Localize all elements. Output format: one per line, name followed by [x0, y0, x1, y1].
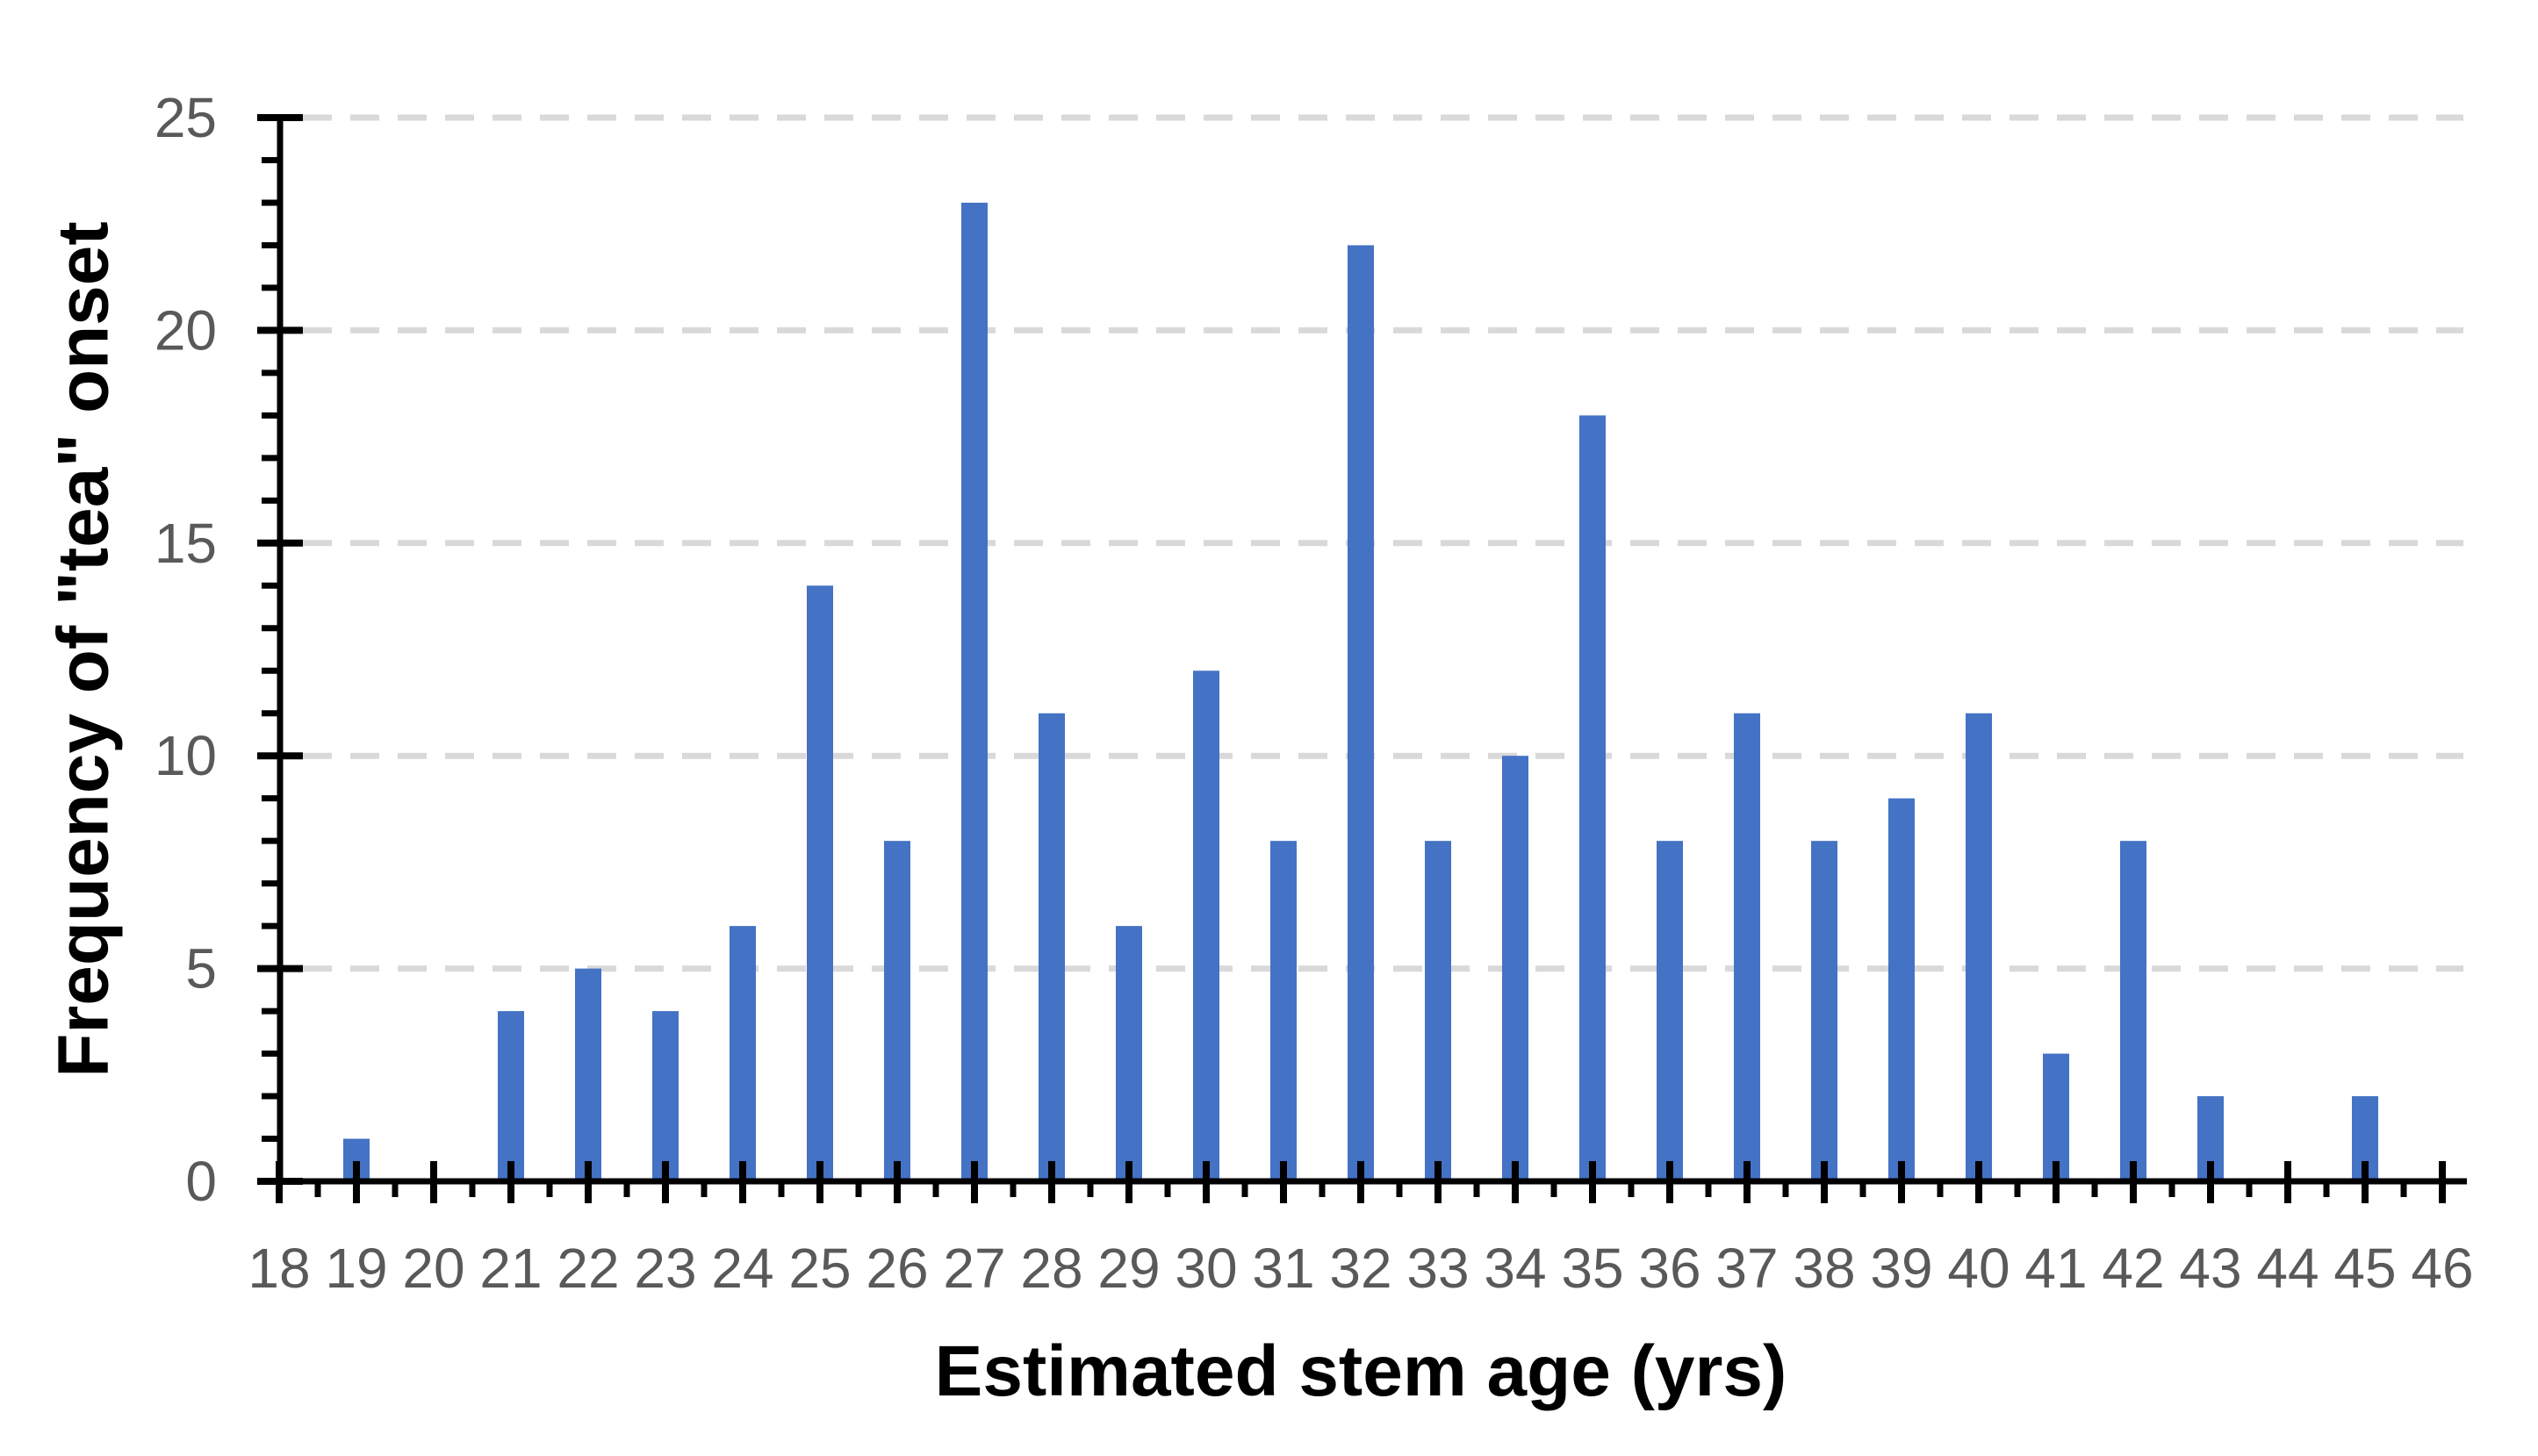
- x-tick-label-32: 32: [1329, 1237, 1391, 1300]
- x-tick-label-18: 18: [248, 1237, 310, 1300]
- x-tick-label-25: 25: [788, 1237, 851, 1300]
- bar-age-23: [652, 1011, 679, 1184]
- bar-age-25: [807, 585, 833, 1184]
- gridlines-layer: [303, 114, 2463, 972]
- bar-age-31: [1270, 841, 1297, 1184]
- x-tick-label-36: 36: [1638, 1237, 1700, 1300]
- x-tick-label-38: 38: [1793, 1237, 1855, 1300]
- x-tick-label-23: 23: [634, 1237, 696, 1300]
- y-tick-label-25: 25: [155, 86, 217, 149]
- x-tick-label-37: 37: [1715, 1237, 1778, 1300]
- y-tick-label-10: 10: [155, 724, 217, 787]
- bar-age-24: [730, 926, 756, 1184]
- x-axis-title: Estimated stem age (yrs): [935, 1331, 1787, 1411]
- x-tick-label-22: 22: [557, 1237, 619, 1300]
- x-tick-label-20: 20: [402, 1237, 464, 1300]
- x-tick-label-35: 35: [1561, 1237, 1623, 1300]
- x-tick-label-31: 31: [1252, 1237, 1314, 1300]
- bar-age-35: [1579, 415, 1606, 1184]
- y-tick-label-0: 0: [185, 1150, 217, 1213]
- bar-age-28: [1039, 713, 1065, 1184]
- y-tick-label-20: 20: [155, 298, 217, 362]
- bar-age-42: [2120, 841, 2146, 1184]
- bar-age-21: [498, 1011, 524, 1184]
- y-axis-title: Frequency of "tea" onset: [44, 221, 124, 1077]
- x-tick-label-28: 28: [1020, 1237, 1082, 1300]
- x-tick-label-41: 41: [2024, 1237, 2087, 1300]
- x-tick-label-46: 46: [2411, 1237, 2473, 1300]
- y-tick-label-15: 15: [155, 512, 217, 575]
- bars-layer: [343, 202, 2378, 1185]
- bar-age-22: [575, 968, 601, 1184]
- bar-age-30: [1193, 671, 1219, 1184]
- x-tick-label-43: 43: [2179, 1237, 2241, 1300]
- bar-age-26: [884, 841, 910, 1184]
- y-tick-label-5: 5: [185, 937, 217, 1001]
- x-tick-label-24: 24: [711, 1237, 773, 1300]
- x-tick-label-29: 29: [1097, 1237, 1160, 1300]
- bar-age-40: [1966, 713, 1992, 1184]
- bar-age-38: [1811, 841, 1837, 1184]
- bar-age-33: [1425, 841, 1451, 1184]
- x-tick-label-45: 45: [2333, 1237, 2396, 1300]
- x-tick-label-30: 30: [1175, 1237, 1237, 1300]
- bar-age-29: [1116, 926, 1142, 1184]
- x-tick-label-34: 34: [1484, 1237, 1546, 1300]
- x-tick-label-26: 26: [866, 1237, 928, 1300]
- axes-layer: [257, 114, 2467, 1203]
- x-tick-label-33: 33: [1406, 1237, 1469, 1300]
- x-tick-label-27: 27: [943, 1237, 1005, 1300]
- bar-age-39: [1888, 798, 1915, 1184]
- x-tick-label-39: 39: [1870, 1237, 1932, 1300]
- x-tick-label-19: 19: [325, 1237, 387, 1300]
- x-tick-label-40: 40: [1947, 1237, 2010, 1300]
- x-tick-label-42: 42: [2102, 1237, 2164, 1300]
- bar-age-27: [961, 202, 988, 1185]
- x-tick-label-21: 21: [479, 1237, 542, 1300]
- bar-age-34: [1502, 756, 1528, 1184]
- bar-age-37: [1734, 713, 1760, 1184]
- x-tick-label-44: 44: [2256, 1237, 2319, 1300]
- bar-age-36: [1657, 841, 1683, 1184]
- bar-age-32: [1348, 245, 1374, 1185]
